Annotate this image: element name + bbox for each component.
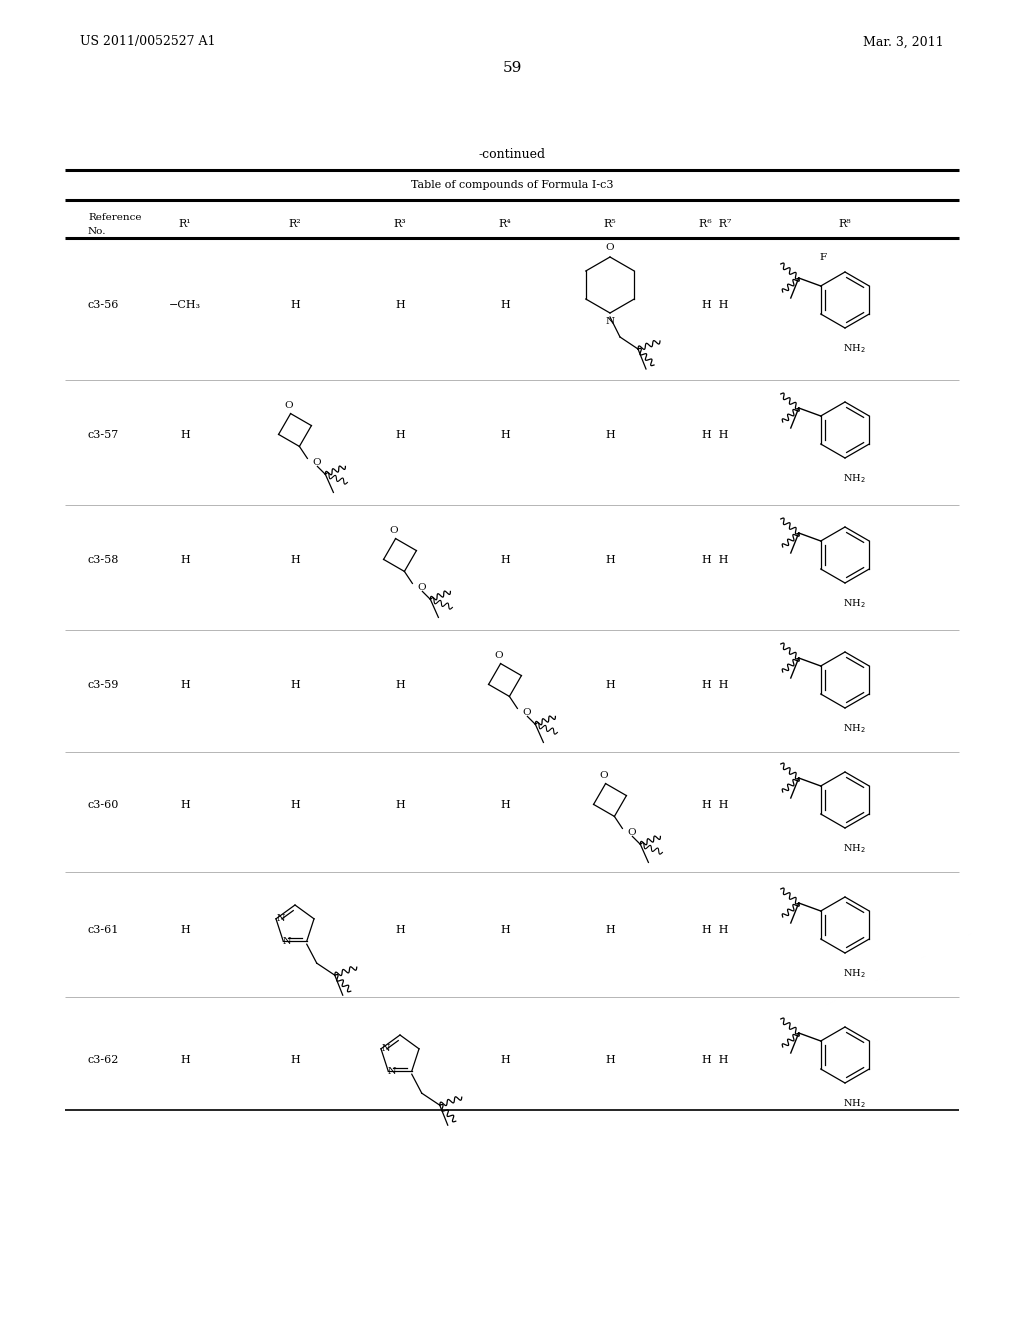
Text: No.: No. xyxy=(88,227,106,235)
Text: H: H xyxy=(395,800,404,810)
Text: H: H xyxy=(180,925,189,935)
Text: R⁴: R⁴ xyxy=(499,219,511,228)
Text: H: H xyxy=(180,1055,189,1065)
Text: R⁶  R⁷: R⁶ R⁷ xyxy=(698,219,731,228)
Text: −CH₃: −CH₃ xyxy=(169,300,201,310)
Text: R²: R² xyxy=(289,219,301,228)
Text: c3-60: c3-60 xyxy=(88,800,120,810)
Text: NH$_2$: NH$_2$ xyxy=(844,473,866,484)
Text: H  H: H H xyxy=(701,554,728,565)
Text: O: O xyxy=(285,401,293,411)
Text: H: H xyxy=(605,554,614,565)
Text: H: H xyxy=(290,554,300,565)
Text: 59: 59 xyxy=(503,61,521,75)
Text: H: H xyxy=(500,925,510,935)
Text: H: H xyxy=(605,680,614,690)
Text: c3-62: c3-62 xyxy=(88,1055,120,1065)
Text: H  H: H H xyxy=(701,300,728,310)
Text: O: O xyxy=(628,828,636,837)
Text: H  H: H H xyxy=(701,430,728,440)
Text: Reference: Reference xyxy=(88,214,141,223)
Text: H: H xyxy=(500,554,510,565)
Text: H: H xyxy=(290,300,300,310)
Text: H: H xyxy=(500,1055,510,1065)
Text: c3-56: c3-56 xyxy=(88,300,120,310)
Text: H: H xyxy=(605,1055,614,1065)
Text: Mar. 3, 2011: Mar. 3, 2011 xyxy=(863,36,944,49)
Text: O: O xyxy=(605,243,614,252)
Text: R³: R³ xyxy=(393,219,407,228)
Text: c3-58: c3-58 xyxy=(88,554,120,565)
Text: US 2011/0052527 A1: US 2011/0052527 A1 xyxy=(80,36,215,49)
Text: O: O xyxy=(522,708,531,717)
Text: N: N xyxy=(605,318,614,326)
Text: H: H xyxy=(180,430,189,440)
Text: N: N xyxy=(382,1044,390,1053)
Text: H: H xyxy=(395,680,404,690)
Text: -continued: -continued xyxy=(478,149,546,161)
Text: H: H xyxy=(180,680,189,690)
Text: H: H xyxy=(290,800,300,810)
Text: H: H xyxy=(500,430,510,440)
Text: O: O xyxy=(312,458,322,467)
Text: O: O xyxy=(389,527,398,535)
Text: H  H: H H xyxy=(701,800,728,810)
Text: N: N xyxy=(283,937,292,945)
Text: N: N xyxy=(276,915,286,923)
Text: H: H xyxy=(180,800,189,810)
Text: NH$_2$: NH$_2$ xyxy=(844,722,866,735)
Text: O: O xyxy=(599,771,608,780)
Text: H: H xyxy=(605,430,614,440)
Text: H  H: H H xyxy=(701,680,728,690)
Text: R⁸: R⁸ xyxy=(839,219,851,228)
Text: H: H xyxy=(290,680,300,690)
Text: NH$_2$: NH$_2$ xyxy=(844,968,866,979)
Text: NH$_2$: NH$_2$ xyxy=(844,342,866,355)
Text: NH$_2$: NH$_2$ xyxy=(844,597,866,610)
Text: O: O xyxy=(495,651,503,660)
Text: c3-61: c3-61 xyxy=(88,925,120,935)
Text: NH$_2$: NH$_2$ xyxy=(844,1097,866,1110)
Text: H: H xyxy=(395,925,404,935)
Text: F: F xyxy=(819,253,826,263)
Text: H: H xyxy=(500,300,510,310)
Text: H  H: H H xyxy=(701,925,728,935)
Text: H: H xyxy=(500,800,510,810)
Text: H: H xyxy=(395,430,404,440)
Text: c3-59: c3-59 xyxy=(88,680,120,690)
Text: H: H xyxy=(180,554,189,565)
Text: H: H xyxy=(290,1055,300,1065)
Text: N: N xyxy=(388,1067,396,1076)
Text: Table of compounds of Formula I-c3: Table of compounds of Formula I-c3 xyxy=(411,180,613,190)
Text: H: H xyxy=(605,925,614,935)
Text: R¹: R¹ xyxy=(178,219,191,228)
Text: c3-57: c3-57 xyxy=(88,430,119,440)
Text: O: O xyxy=(418,583,426,591)
Text: R⁵: R⁵ xyxy=(604,219,616,228)
Text: NH$_2$: NH$_2$ xyxy=(844,842,866,855)
Text: H: H xyxy=(395,300,404,310)
Text: H  H: H H xyxy=(701,1055,728,1065)
